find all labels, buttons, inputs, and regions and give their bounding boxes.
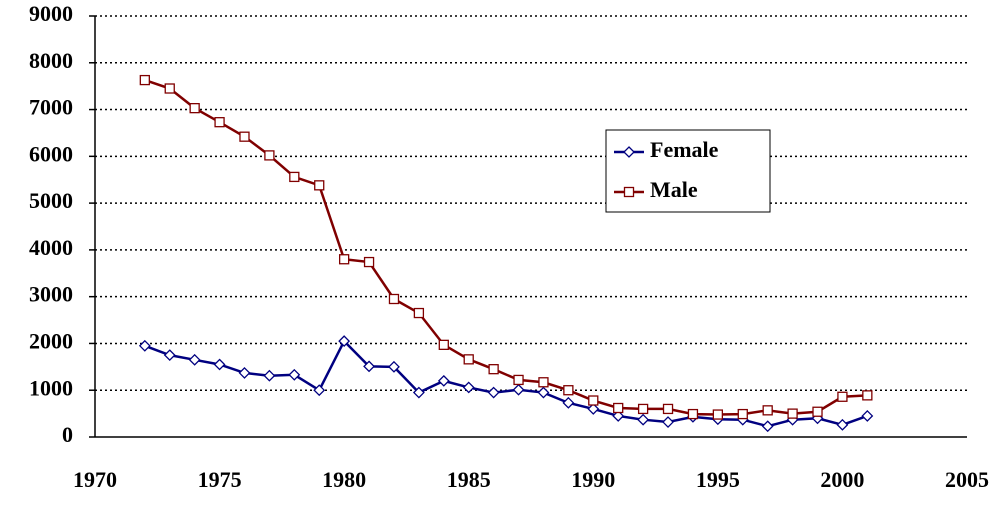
x-tick-label: 2000 [820,467,864,492]
marker [862,390,873,401]
legend-label: Female [650,137,719,162]
marker [463,354,474,365]
marker [836,418,849,431]
marker [512,383,525,396]
marker [712,409,724,420]
marker [437,374,450,387]
marker [488,364,499,375]
marker [239,131,250,142]
marker [413,307,425,319]
marker [587,403,600,415]
marker [363,256,375,268]
x-tick-label: 1975 [198,467,242,492]
marker [513,374,524,386]
y-tick-label: 8000 [29,48,73,73]
marker [687,408,699,420]
y-tick-label: 0 [62,422,73,447]
marker [637,413,650,426]
y-tick-label: 6000 [29,141,73,166]
marker [213,358,226,371]
marker [812,406,823,417]
marker [412,386,425,399]
marker [612,410,625,422]
marker [164,83,175,94]
y-tick-label: 7000 [29,95,73,120]
y-tick-label: 9000 [29,1,73,26]
marker [388,360,400,373]
marker [588,395,599,406]
marker [163,349,176,362]
marker [363,360,375,373]
marker [623,186,635,198]
marker [263,369,276,382]
x-tick-label: 1985 [447,467,491,492]
legend-label: Male [650,177,698,202]
marker [238,366,251,379]
marker [138,339,151,352]
marker [338,254,350,265]
x-tick-label: 1970 [73,467,117,492]
marker [487,386,500,399]
x-tick-label: 2005 [945,467,989,492]
marker [288,368,301,381]
marker [662,416,674,428]
y-tick-label: 4000 [29,235,73,260]
y-tick-label: 5000 [29,188,73,213]
marker [762,405,773,416]
marker [388,293,400,305]
marker [562,396,575,409]
legend-box [605,129,771,213]
series-line [144,338,868,428]
marker [313,384,326,397]
marker [214,117,225,128]
marker [613,402,624,414]
marker [861,410,874,422]
y-tick-label: 1000 [29,375,73,400]
marker [737,408,748,420]
marker [189,103,200,114]
marker [623,146,635,158]
marker [462,381,475,394]
marker [537,386,550,399]
y-tick-label: 2000 [29,328,73,353]
marker [787,408,798,419]
y-tick-label: 3000 [29,282,73,307]
marker [563,385,574,396]
marker [837,391,848,402]
x-tick-label: 1980 [322,467,366,492]
marker [264,150,275,161]
x-tick-label: 1990 [571,467,615,492]
marker [289,171,300,183]
x-tick-label: 1995 [696,467,740,492]
marker [761,420,774,433]
marker [314,180,325,191]
marker [637,403,649,415]
marker [188,353,201,366]
marker [538,377,549,388]
marker [338,335,351,348]
marker [662,403,674,415]
marker [438,339,449,350]
marker [139,74,150,86]
